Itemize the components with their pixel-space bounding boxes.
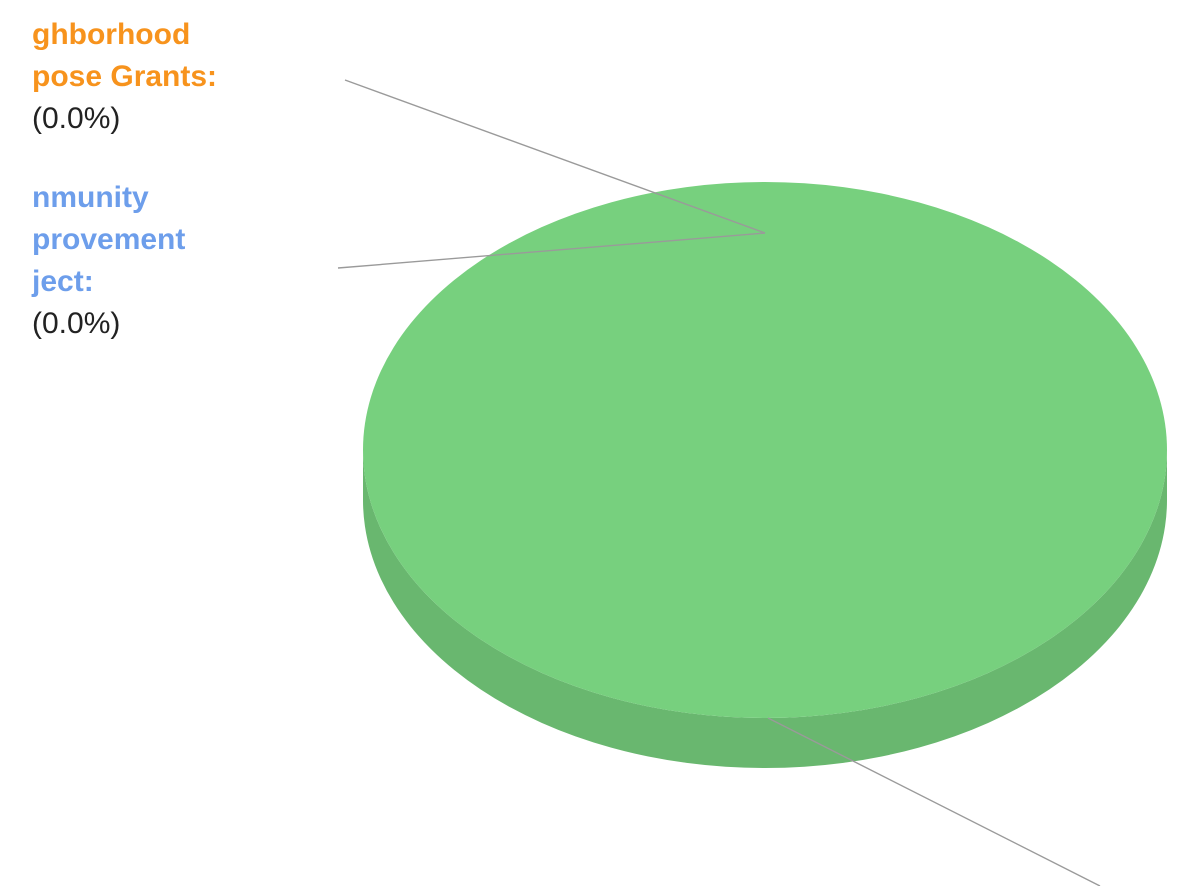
slice-value-1: (0.0%) bbox=[32, 307, 120, 340]
leader-line-1 bbox=[337, 232, 766, 269]
slice-label-1-line-1: provement bbox=[32, 223, 185, 256]
slice-labels: ghborhood pose Grants: (0.0%) nmunity provem… bbox=[31, 18, 217, 340]
pie-slice-top bbox=[363, 182, 1167, 718]
leader-line-0 bbox=[344, 79, 766, 234]
slice-value-0: (0.0%) bbox=[32, 102, 120, 135]
pie-slice-side bbox=[363, 450, 1167, 768]
slice-label-0-line-0: ghborhood bbox=[32, 18, 190, 51]
pie-layer bbox=[363, 182, 1167, 768]
pie-slice-2 bbox=[363, 182, 1167, 768]
slice-label-1-line-2: ject: bbox=[31, 265, 94, 298]
slice-label-1-line-0: nmunity bbox=[32, 181, 149, 214]
leader-line-2 bbox=[767, 717, 1101, 886]
leader-lines bbox=[337, 79, 1101, 886]
slice-label-0-line-1: pose Grants: bbox=[32, 60, 217, 93]
